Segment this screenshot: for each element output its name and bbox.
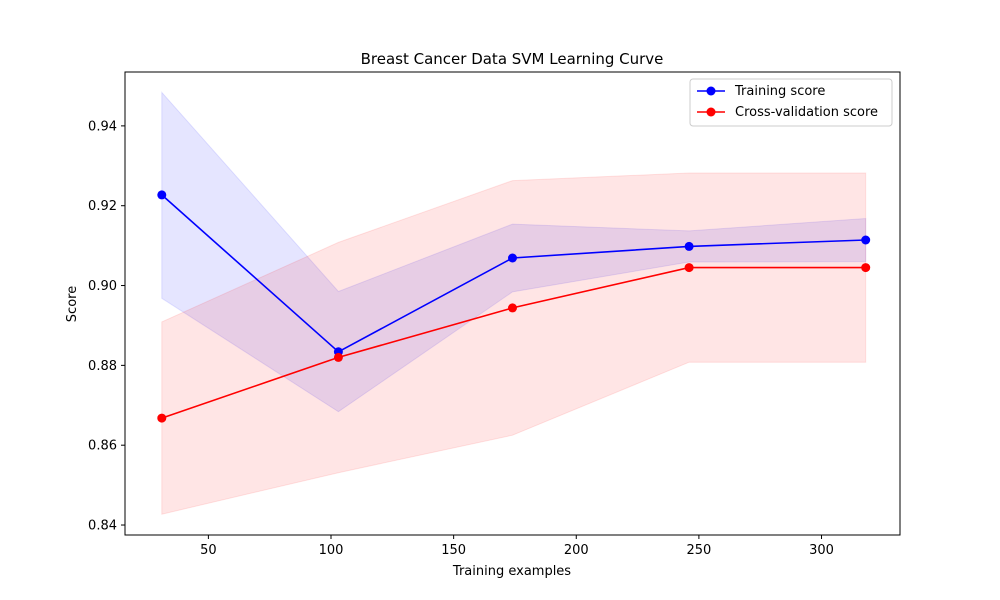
plot-frame: [124, 71, 901, 536]
x-tick-label-5: 300: [809, 543, 834, 558]
y-tick-label-0: 0.84: [88, 519, 117, 534]
band-series-0: [161, 91, 867, 413]
x-tick-label-4: 250: [686, 543, 711, 558]
y-tick-label-5: 0.94: [88, 119, 117, 134]
point-series-1-2: [508, 303, 517, 313]
x-tick-label-2: 150: [441, 543, 466, 558]
legend: Training score Cross-validation score: [689, 78, 893, 127]
point-series-1-0: [157, 413, 167, 423]
legend-label-training: Training score: [734, 84, 825, 99]
legend-box: [689, 78, 893, 127]
band-series-1: [161, 172, 867, 515]
legend-marker-cv: [706, 107, 716, 117]
y-tick-label-1: 0.86: [88, 439, 117, 454]
point-series-0-2: [508, 253, 517, 263]
point-series-0-0: [157, 190, 167, 200]
legend-marker-training: [706, 86, 716, 96]
x-tick-label-3: 200: [564, 543, 589, 558]
y-tick-label-3: 0.90: [88, 279, 117, 294]
x-axis-ticks: 50 100 150 200 250 300: [200, 535, 834, 558]
y-axis-ticks: 0.84 0.86 0.88 0.90 0.92 0.94: [88, 119, 125, 534]
y-tick-label-4: 0.92: [88, 199, 117, 214]
x-tick-label-0: 50: [200, 543, 217, 558]
x-axis-label: Training examples: [452, 564, 571, 579]
legend-label-cv: Cross-validation score: [735, 105, 878, 120]
y-tick-label-2: 0.88: [88, 359, 117, 374]
y-axis-label: Score: [65, 286, 80, 322]
point-series-0-4: [861, 235, 871, 245]
point-series-0-3: [684, 241, 694, 251]
x-tick-label-1: 100: [319, 543, 344, 558]
point-series-1-1: [333, 352, 343, 362]
chart-title: Breast Cancer Data SVM Learning Curve: [361, 50, 664, 68]
std-bands: [161, 91, 867, 515]
series-points: [157, 190, 871, 423]
point-series-1-4: [861, 263, 871, 273]
point-series-1-3: [684, 263, 694, 273]
